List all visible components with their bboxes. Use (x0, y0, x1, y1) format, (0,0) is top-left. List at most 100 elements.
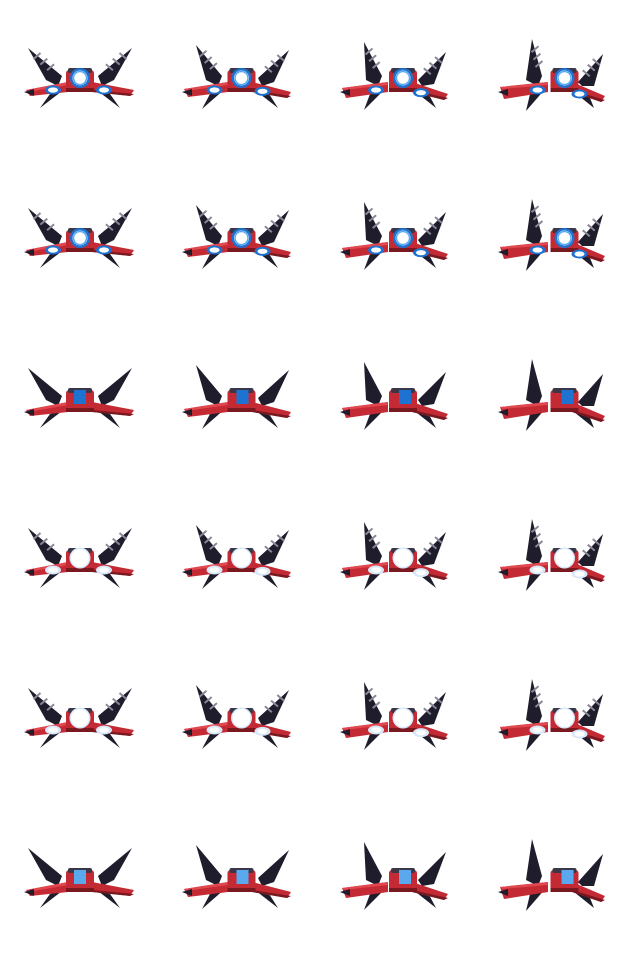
left-hull-highlight (184, 82, 228, 91)
ship (24, 48, 134, 108)
right-wing-stripe (105, 223, 114, 231)
ship-sprite (182, 205, 291, 269)
right-wing-stripe (105, 703, 114, 711)
right-wing-stripe (592, 538, 601, 546)
core-ring-inner (72, 230, 88, 246)
sprite-frame (0, 800, 160, 960)
ship (182, 365, 291, 429)
body-shadow (66, 568, 94, 572)
core-ring-glow (557, 230, 572, 246)
left-engine-glow (209, 567, 220, 573)
left-engine-glow (48, 87, 58, 93)
ship-sprite (24, 48, 134, 108)
left-upper-wing (196, 205, 222, 246)
right-hull-shadow (92, 890, 134, 896)
left-wing-stripe (368, 694, 377, 703)
left-arm-tip (182, 569, 192, 576)
left-hull-highlight (184, 882, 228, 891)
core-square (399, 390, 411, 404)
right-hull-arm (572, 402, 605, 422)
left-hull-highlight (500, 562, 548, 569)
left-wing-stripe (198, 529, 208, 538)
right-hull-arm (412, 242, 448, 260)
left-wing-stripe (530, 685, 540, 694)
left-hull-highlight (342, 882, 388, 890)
right-wing-stripe (592, 698, 601, 706)
left-engine-glow (532, 567, 543, 573)
left-hull-highlight (342, 402, 388, 410)
left-upper-wing (28, 208, 62, 246)
left-hull-highlight (26, 882, 68, 892)
right-upper-wing (578, 214, 603, 246)
right-upper-wing (258, 850, 289, 886)
sprite-frame (160, 800, 320, 960)
ship-sprite (182, 685, 291, 749)
core-glow (394, 549, 412, 567)
left-upper-wing (526, 359, 542, 406)
body-shadow (389, 408, 417, 412)
sprite-frame (320, 800, 480, 960)
left-hull-highlight (500, 882, 548, 889)
left-wing-stripe (534, 700, 544, 708)
left-engine-glow (209, 727, 220, 733)
right-upper-wing (258, 50, 289, 86)
body-shadow (550, 88, 579, 92)
ship (498, 359, 605, 431)
left-arm-tip (498, 569, 508, 576)
left-hull-highlight (500, 402, 548, 409)
right-wing-stripe (423, 67, 432, 75)
left-wing-stripe (368, 534, 377, 543)
right-wing-stripe (112, 697, 121, 706)
right-hull-arm (252, 242, 291, 258)
left-wing-stripe (46, 543, 55, 551)
left-wing-stripe (32, 212, 42, 220)
ship-sprite (340, 522, 448, 590)
ship (498, 839, 605, 911)
sprite-frame (480, 160, 640, 320)
right-wing-stripe (592, 218, 601, 226)
right-engine-glow (416, 570, 426, 576)
right-wing-stripe (428, 701, 438, 710)
left-wing-stripe (209, 222, 218, 230)
body-shadow (227, 888, 256, 892)
ship (498, 39, 605, 111)
right-lower-fin (574, 412, 594, 428)
ship-sprite (182, 525, 291, 589)
left-wing-stripe (534, 540, 544, 548)
left-upper-wing (364, 522, 382, 566)
ship (340, 842, 448, 910)
left-hull-highlight (342, 82, 388, 90)
ship-sprite (498, 519, 605, 591)
sprite-frame (0, 320, 160, 480)
right-engine-glow (574, 91, 585, 97)
left-upper-wing (364, 842, 382, 886)
left-upper-wing (364, 42, 382, 86)
right-wing-stripe (118, 692, 128, 700)
right-upper-wing (418, 52, 446, 86)
sprite-frame (0, 0, 160, 160)
left-arm-tip (340, 89, 350, 96)
left-wing-stripe (372, 221, 381, 229)
right-hull-arm (412, 82, 448, 100)
left-upper-wing (526, 519, 542, 566)
left-hull-highlight (342, 242, 388, 250)
ship-sprite (24, 368, 134, 428)
left-wing-stripe (372, 701, 381, 709)
left-wing-stripe (364, 527, 374, 536)
left-hull-highlight (26, 242, 68, 252)
left-arm-tip (498, 729, 508, 736)
left-wing-stripe (364, 207, 374, 216)
left-wing-stripe (530, 45, 540, 54)
right-wing-stripe (270, 59, 279, 68)
left-engine-glow (371, 567, 381, 573)
left-wing-stripe (46, 223, 55, 231)
right-upper-wing (418, 852, 446, 886)
left-arm-tip (340, 409, 350, 416)
left-hull-highlight (500, 82, 548, 89)
left-wing-stripe (204, 696, 213, 704)
left-wing-stripe (32, 692, 42, 700)
left-arm-tip (498, 889, 508, 896)
right-engine-glow (99, 727, 109, 733)
left-upper-wing (364, 682, 382, 726)
right-wing-stripe (264, 705, 273, 713)
